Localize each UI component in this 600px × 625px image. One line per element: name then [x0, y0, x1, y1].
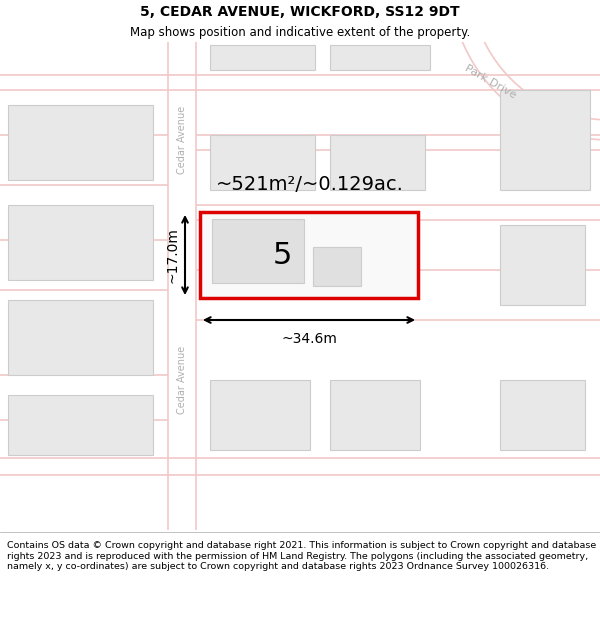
Bar: [330, 45, 430, 70]
Text: ~17.0m: ~17.0m: [166, 227, 180, 283]
Text: Cedar Avenue: Cedar Avenue: [177, 346, 187, 414]
Bar: [210, 380, 310, 450]
Bar: [8, 205, 153, 280]
Bar: [330, 135, 425, 190]
Text: Cedar Avenue: Cedar Avenue: [177, 106, 187, 174]
Bar: [313, 248, 361, 286]
Bar: [200, 212, 418, 298]
Bar: [212, 219, 304, 283]
Text: ~34.6m: ~34.6m: [281, 332, 337, 346]
Text: 5: 5: [273, 241, 293, 269]
Text: ~521m²/~0.129ac.: ~521m²/~0.129ac.: [216, 176, 404, 194]
Bar: [8, 300, 153, 375]
Text: 5, CEDAR AVENUE, WICKFORD, SS12 9DT: 5, CEDAR AVENUE, WICKFORD, SS12 9DT: [140, 5, 460, 19]
Text: Map shows position and indicative extent of the property.: Map shows position and indicative extent…: [130, 26, 470, 39]
Bar: [500, 380, 585, 450]
Bar: [210, 135, 315, 190]
Bar: [330, 380, 420, 450]
Text: Contains OS data © Crown copyright and database right 2021. This information is : Contains OS data © Crown copyright and d…: [7, 541, 596, 571]
Bar: [500, 90, 590, 190]
Bar: [8, 105, 153, 180]
Bar: [210, 45, 315, 70]
Bar: [8, 395, 153, 455]
Text: Park Drive: Park Drive: [463, 63, 517, 101]
Bar: [200, 212, 418, 298]
Bar: [500, 225, 585, 305]
